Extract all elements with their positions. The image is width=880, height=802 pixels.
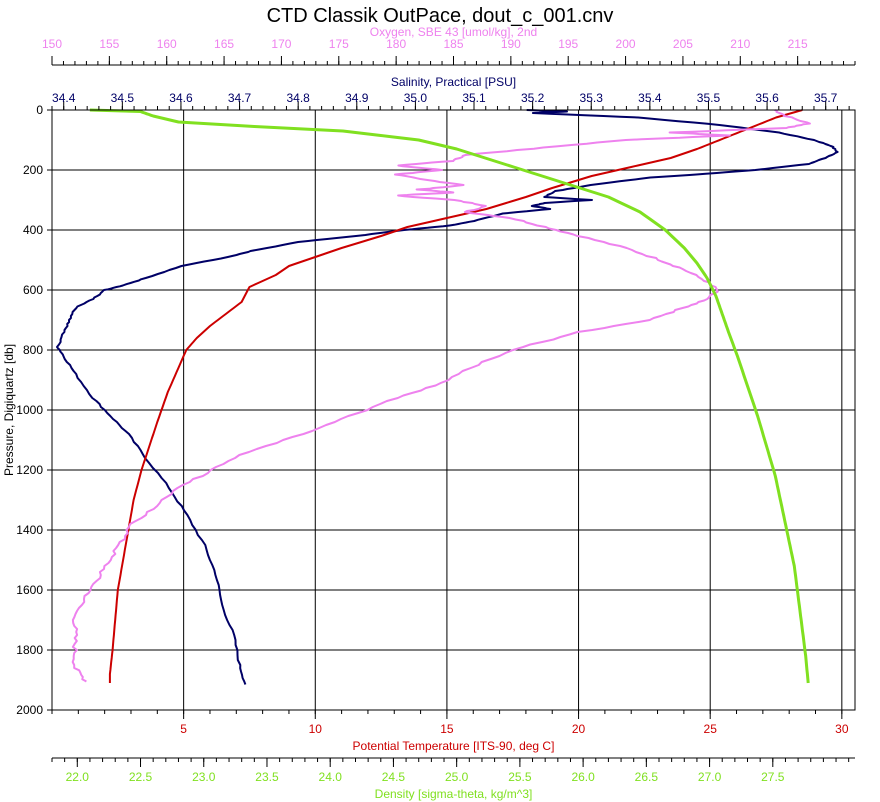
salinity-tick-label: 35.7 [814,91,838,105]
oxygen-tick-label: 215 [788,37,808,51]
oxygen-tick-label: 160 [157,37,177,51]
salinity-tick-label: 34.5 [111,91,135,105]
temperature-tick-label: 15 [440,722,454,736]
salinity-tick-label: 34.4 [52,91,76,105]
salinity-tick-label: 34.8 [286,91,310,105]
oxygen-tick-label: 200 [616,37,636,51]
oxygen-tick-label: 195 [558,37,578,51]
salinity-tick-label: 34.6 [169,91,193,105]
density-tick-label: 26.0 [571,770,595,784]
oxygen-tick-label: 180 [386,37,406,51]
density-tick-label: 27.0 [698,770,722,784]
density-tick-label: 23.0 [192,770,216,784]
salinity-tick-label: 35.1 [462,91,486,105]
y-tick-label: 1800 [16,643,43,657]
y-tick-label: 2000 [16,703,43,717]
salinity-tick-label: 35.2 [521,91,545,105]
oxygen-tick-label: 165 [214,37,234,51]
oxygen-tick-label: 170 [271,37,291,51]
density-tick-label: 27.5 [761,770,785,784]
oxygen-tick-label: 150 [42,37,62,51]
salinity-tick-label: 35.6 [755,91,779,105]
density-tick-label: 22.5 [129,770,153,784]
y-tick-label: 400 [23,223,43,237]
temperature-tick-label: 20 [572,722,586,736]
y-tick-label: 1200 [16,463,43,477]
data-series [56,108,839,685]
oxygen-tick-label: 155 [99,37,119,51]
y-tick-label: 800 [23,343,43,357]
density-tick-label: 26.5 [635,770,659,784]
y-tick-label: 600 [23,283,43,297]
oxygen-tick-label: 185 [443,37,463,51]
density-axis-label: Density [sigma-theta, kg/m^3] [375,787,533,801]
temperature-tick-label: 25 [704,722,718,736]
y-tick-label: 200 [23,163,43,177]
density-tick-label: 25.5 [508,770,532,784]
y-tick-label: 1600 [16,583,43,597]
salinity-axis-label: Salinity, Practical [PSU] [391,75,516,89]
chart-title: CTD Classik OutPace, dout_c_001.cnv [267,5,614,27]
oxygen-tick-label: 205 [673,37,693,51]
oxygen-axis-label: Oxygen, SBE 43 [umol/kg], 2nd [370,25,537,39]
density-tick-label: 23.5 [255,770,279,784]
oxygen-tick-label: 190 [501,37,521,51]
density-tick-label: 24.0 [319,770,343,784]
temperature-axis-label: Potential Temperature [ITS-90, deg C] [353,739,555,753]
salinity-tick-label: 34.7 [228,91,252,105]
density-tick-label: 24.5 [382,770,406,784]
oxygen-tick-label: 175 [329,37,349,51]
y-tick-label: 1000 [16,403,43,417]
density-tick-label: 25.0 [445,770,469,784]
oxygen-tick-label: 210 [730,37,750,51]
density-series-line [89,108,810,684]
salinity-tick-label: 35.0 [404,91,428,105]
temperature-tick-label: 30 [835,722,849,736]
y-tick-label: 0 [36,103,43,117]
axes: 0 200 400 600 800 1000 1200 1400 1600 1800 2000 Pre… [2,25,856,801]
temperature-series-line [108,109,803,683]
y-tick-label: 1400 [16,523,43,537]
density-tick-label: 22.0 [66,770,90,784]
salinity-tick-label: 34.9 [345,91,369,105]
salinity-tick-label: 35.4 [638,91,662,105]
temperature-tick-label: 10 [309,722,323,736]
salinity-tick-label: 35.5 [697,91,721,105]
temperature-tick-label: 5 [180,722,187,736]
salinity-tick-label: 35.3 [580,91,604,105]
y-axis-label: Pressure, Digiquartz [db] [2,344,16,476]
salinity-series-line [56,109,839,685]
oxygen-series-line [71,109,811,683]
